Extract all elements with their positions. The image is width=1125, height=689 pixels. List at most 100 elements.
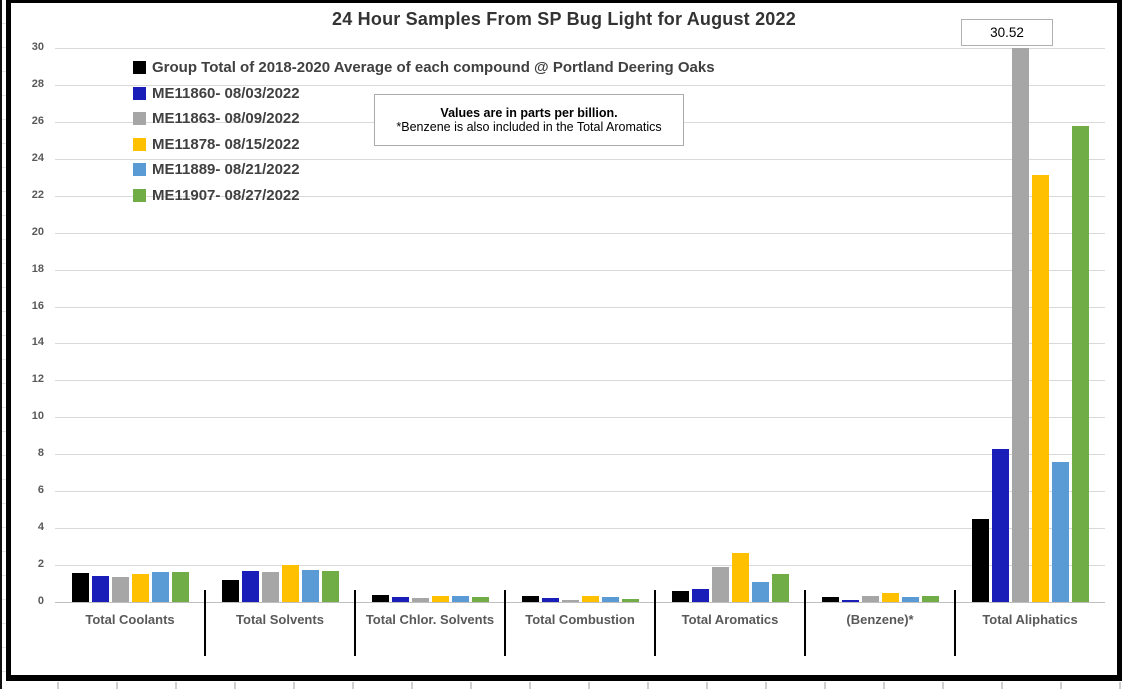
bar: [541, 598, 559, 602]
bar: [261, 572, 279, 602]
chart-title: 24 Hour Samples From SP Bug Light for Au…: [332, 9, 796, 29]
category-label: Total Coolants: [85, 612, 175, 627]
bar: [321, 570, 339, 602]
gridline: [55, 528, 1105, 530]
gridline: [55, 269, 1105, 271]
y-axis-tick-label: 10: [31, 410, 44, 423]
bar: [751, 581, 769, 602]
bar: [731, 553, 749, 602]
legend-item-label: ME11889- 08/21/2022: [152, 161, 300, 179]
gridline: [55, 195, 1105, 197]
bar: [391, 597, 409, 602]
bar: [411, 598, 429, 602]
category-label: Total Chlor. Solvents: [365, 612, 495, 627]
bar: [171, 572, 189, 602]
gridline: [55, 343, 1105, 345]
bar: [221, 579, 239, 602]
bar: [901, 597, 919, 602]
gridline: [55, 565, 1105, 567]
bar: [921, 596, 939, 602]
y-axis-tick-label: 30: [31, 41, 44, 53]
category-separator: [804, 590, 806, 656]
legend-swatch-icon: [133, 86, 146, 100]
legend-item-label: ME11907- 08/27/2022: [152, 186, 300, 204]
bar: [841, 600, 859, 602]
bar: [601, 597, 619, 602]
legend-item-label: ME11863- 08/09/2022: [152, 110, 300, 128]
bar: [821, 597, 839, 602]
bar: [991, 448, 1009, 602]
legend-swatch-icon: [133, 137, 146, 151]
y-axis-tick-label: 8: [37, 447, 44, 460]
y-axis-tick-label: 0: [37, 595, 44, 607]
bar: [71, 573, 89, 602]
y-axis-tick-label: 16: [31, 299, 44, 312]
gridline: [55, 380, 1105, 382]
y-axis-tick-label: 24: [31, 151, 44, 164]
bar: [671, 590, 689, 602]
category-label: Total Aromatics: [681, 612, 779, 627]
y-axis-tick-label: 2: [37, 558, 44, 571]
bar: [581, 596, 599, 602]
bar: [471, 596, 489, 602]
legend-item: ME11863- 08/09/2022: [133, 106, 715, 132]
chart-object[interactable]: [6, 0, 1122, 681]
legend-item-label: Group Total of 2018-2020 Average of each…: [152, 59, 715, 77]
annotation-benzene-note: *Benzene is also included in the Total A…: [396, 120, 662, 134]
spreadsheet-edge-left: [0, 0, 6, 689]
bar: [971, 518, 989, 602]
legend-swatch-icon: [133, 61, 146, 75]
bar: [521, 596, 539, 602]
gridline: [55, 454, 1105, 456]
window-edge: [0, 0, 2, 689]
category-label: Total Combustion: [525, 612, 635, 627]
y-axis-tick-label: 6: [37, 484, 44, 497]
legend-item: ME11860- 08/03/2022: [133, 81, 715, 107]
category-label: Total Solvents: [236, 612, 324, 627]
gridline: [55, 48, 1105, 49]
legend-swatch-icon: [133, 188, 146, 202]
bar: [1031, 175, 1049, 602]
x-axis-line: [55, 602, 1105, 603]
y-axis-tick-label: 22: [31, 188, 44, 201]
bar: [91, 576, 109, 602]
annotation-units-note: Values are in parts per billion.: [440, 106, 618, 120]
gridline: [55, 306, 1105, 308]
annotation-box: Values are in parts per billion. *Benzen…: [374, 94, 684, 146]
bar: [1051, 461, 1069, 602]
bar: [691, 589, 709, 602]
y-axis-tick-label: 14: [31, 336, 44, 349]
y-axis-tick-label: 20: [31, 225, 44, 238]
bar: [881, 592, 899, 602]
y-axis-tick-label: 26: [31, 114, 44, 127]
bar: [711, 566, 729, 602]
bar: [111, 577, 129, 602]
bar: [861, 596, 879, 602]
bar: [151, 571, 169, 602]
bar: [1011, 48, 1029, 602]
bar: [771, 574, 789, 602]
chart-legend: Group Total of 2018-2020 Average of each…: [133, 55, 715, 208]
bar: [241, 570, 259, 602]
spreadsheet-row-bottom: [0, 682, 1125, 689]
gridline: [55, 491, 1105, 493]
category-separator: [954, 590, 956, 656]
category-label: (Benzene)*: [846, 612, 914, 627]
legend-item: ME11878- 08/15/2022: [133, 132, 715, 158]
gridline: [55, 232, 1105, 234]
y-axis-tick-label: 12: [31, 373, 44, 386]
bar: [371, 594, 389, 602]
category-label: Total Aliphatics: [982, 612, 1078, 627]
bar: [281, 565, 299, 602]
category-separator: [654, 590, 656, 656]
bar: [301, 569, 319, 602]
bar: [561, 599, 579, 602]
bar: [131, 574, 149, 602]
y-axis-tick-label: 28: [31, 77, 44, 90]
gridline: [55, 417, 1105, 419]
y-axis-tick-label: 18: [31, 262, 44, 275]
legend-swatch-icon: [133, 112, 146, 126]
legend-item: ME11907- 08/27/2022: [133, 183, 715, 209]
